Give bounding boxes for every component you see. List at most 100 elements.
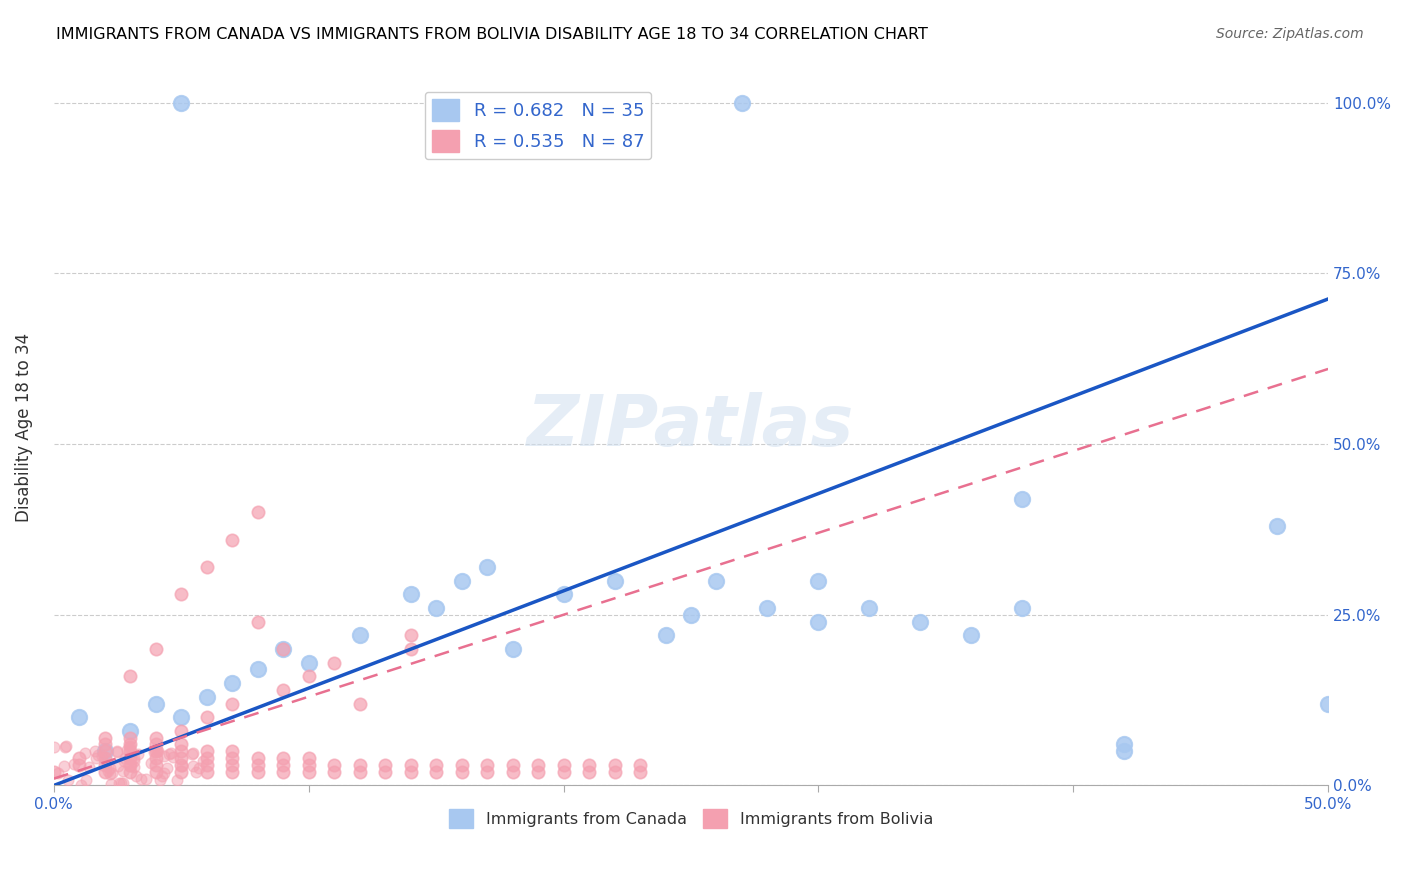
Point bbox=[100, 761, 122, 775]
Point bbox=[298, 656, 321, 670]
Point bbox=[221, 533, 243, 547]
Point bbox=[153, 748, 176, 763]
Point bbox=[195, 751, 218, 765]
Point bbox=[145, 764, 167, 779]
Text: ZIPatlas: ZIPatlas bbox=[527, 392, 855, 461]
Point bbox=[221, 758, 243, 772]
Point bbox=[145, 742, 167, 756]
Point bbox=[42, 764, 65, 779]
Point bbox=[143, 745, 166, 759]
Point bbox=[94, 744, 117, 758]
Point bbox=[502, 641, 524, 656]
Point bbox=[298, 669, 321, 683]
Point bbox=[94, 738, 117, 752]
Point bbox=[53, 739, 76, 754]
Point bbox=[145, 697, 167, 711]
Point bbox=[170, 758, 193, 772]
Point bbox=[97, 764, 120, 778]
Point bbox=[349, 758, 371, 772]
Point bbox=[186, 765, 208, 780]
Point bbox=[170, 744, 193, 758]
Point bbox=[349, 628, 371, 642]
Point bbox=[120, 764, 142, 779]
Point bbox=[246, 758, 269, 772]
Point bbox=[807, 574, 830, 588]
Point bbox=[181, 746, 204, 760]
Point bbox=[1317, 697, 1340, 711]
Point bbox=[221, 744, 243, 758]
Point bbox=[170, 95, 193, 110]
Point bbox=[77, 760, 100, 774]
Point bbox=[156, 761, 179, 775]
Point bbox=[807, 615, 830, 629]
Point bbox=[52, 759, 75, 773]
Point bbox=[63, 757, 86, 772]
Y-axis label: Disability Age 18 to 34: Disability Age 18 to 34 bbox=[15, 333, 32, 522]
Point bbox=[578, 758, 600, 772]
Point bbox=[1114, 744, 1136, 758]
Point bbox=[706, 574, 728, 588]
Point bbox=[399, 587, 422, 601]
Point bbox=[246, 505, 269, 519]
Point bbox=[188, 761, 211, 775]
Text: Source: ZipAtlas.com: Source: ZipAtlas.com bbox=[1216, 27, 1364, 41]
Point bbox=[120, 669, 142, 683]
Point bbox=[105, 744, 128, 758]
Point bbox=[221, 676, 243, 690]
Point bbox=[145, 731, 167, 745]
Point bbox=[122, 754, 145, 768]
Point bbox=[120, 751, 142, 765]
Point bbox=[67, 710, 90, 724]
Point bbox=[55, 739, 77, 754]
Point bbox=[195, 758, 218, 772]
Point bbox=[193, 754, 215, 768]
Point bbox=[170, 738, 193, 752]
Point bbox=[145, 641, 167, 656]
Point bbox=[120, 744, 142, 758]
Point bbox=[323, 764, 346, 779]
Point bbox=[108, 776, 131, 790]
Point bbox=[149, 772, 172, 787]
Point bbox=[181, 758, 204, 772]
Point bbox=[122, 759, 145, 773]
Point bbox=[122, 751, 145, 765]
Point bbox=[603, 758, 626, 772]
Point bbox=[578, 764, 600, 779]
Point bbox=[502, 764, 524, 779]
Point bbox=[94, 751, 117, 765]
Point bbox=[425, 758, 447, 772]
Point bbox=[298, 751, 321, 765]
Point bbox=[221, 751, 243, 765]
Point bbox=[170, 759, 193, 773]
Point bbox=[100, 777, 122, 791]
Point bbox=[195, 764, 218, 779]
Point bbox=[170, 710, 193, 724]
Point bbox=[195, 690, 218, 704]
Point bbox=[127, 747, 149, 761]
Point bbox=[87, 747, 110, 762]
Point bbox=[166, 773, 188, 788]
Point bbox=[146, 744, 169, 758]
Point bbox=[195, 560, 218, 574]
Point bbox=[162, 750, 184, 764]
Point bbox=[323, 758, 346, 772]
Point bbox=[349, 764, 371, 779]
Point bbox=[399, 628, 422, 642]
Point bbox=[298, 764, 321, 779]
Point bbox=[56, 773, 79, 788]
Point bbox=[170, 764, 193, 779]
Point bbox=[157, 747, 180, 761]
Point bbox=[114, 751, 136, 765]
Point bbox=[425, 764, 447, 779]
Point bbox=[94, 758, 117, 772]
Point bbox=[475, 758, 498, 772]
Point bbox=[374, 764, 396, 779]
Point bbox=[94, 731, 117, 745]
Point bbox=[271, 758, 294, 772]
Point bbox=[246, 764, 269, 779]
Point bbox=[399, 764, 422, 779]
Point bbox=[1114, 738, 1136, 752]
Point bbox=[94, 764, 117, 779]
Point bbox=[120, 731, 142, 745]
Point bbox=[118, 739, 141, 754]
